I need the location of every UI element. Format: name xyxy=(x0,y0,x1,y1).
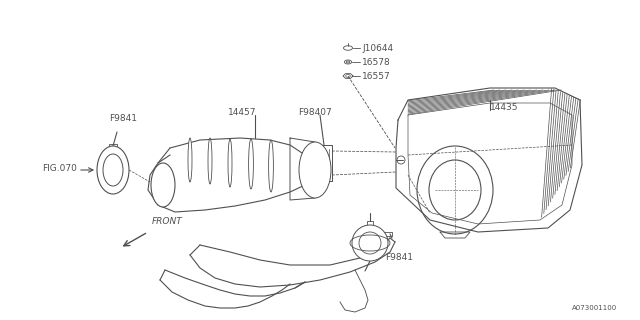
Text: A073001100: A073001100 xyxy=(572,305,617,311)
Ellipse shape xyxy=(228,139,232,187)
Ellipse shape xyxy=(299,142,331,198)
Text: 16578: 16578 xyxy=(362,58,391,67)
Ellipse shape xyxy=(269,140,273,192)
Text: J10644: J10644 xyxy=(362,44,393,52)
Ellipse shape xyxy=(151,163,175,207)
Text: F9841: F9841 xyxy=(109,114,137,123)
Text: 14435: 14435 xyxy=(490,102,518,111)
Text: FIG.070: FIG.070 xyxy=(42,164,77,172)
Ellipse shape xyxy=(97,146,129,194)
Ellipse shape xyxy=(208,138,212,184)
Text: FRONT: FRONT xyxy=(152,218,183,227)
Text: F98407: F98407 xyxy=(298,108,332,116)
Text: 16557: 16557 xyxy=(362,71,391,81)
Text: F9841: F9841 xyxy=(385,253,413,262)
Ellipse shape xyxy=(188,138,192,182)
Text: 14457: 14457 xyxy=(228,108,257,116)
Ellipse shape xyxy=(352,225,388,261)
Ellipse shape xyxy=(248,139,253,189)
